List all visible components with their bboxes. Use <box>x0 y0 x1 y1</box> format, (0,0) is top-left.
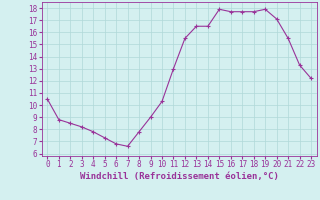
X-axis label: Windchill (Refroidissement éolien,°C): Windchill (Refroidissement éolien,°C) <box>80 172 279 181</box>
